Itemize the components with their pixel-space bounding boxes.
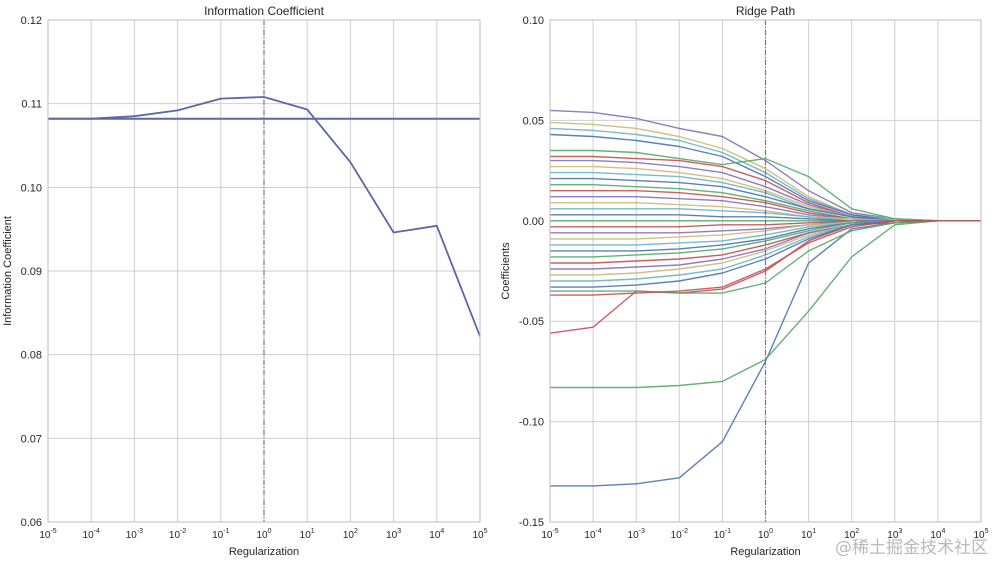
ridge-y-tick-label: 0.10	[523, 15, 544, 27]
ridge-x-tick-label: 105	[973, 528, 988, 541]
ic-x-tick-label: 102	[343, 528, 358, 541]
ic-x-axis-label: Regularization	[229, 546, 299, 558]
ridge-x-axis-label: Regularization	[730, 546, 800, 558]
ridge-x-tick-label: 10-2	[671, 528, 688, 541]
ridge-x-tick-label: 10-3	[628, 528, 645, 541]
ridge-chart: 10-5 10-4 10-3 10-2 10-1 100 101 102 103 104 105 -0…	[500, 4, 989, 558]
ic-chart: 10-5 10-4 10-3 10-2 10-1 100 101 102 103 104 105 0.…	[2, 4, 488, 558]
ic-x-tick-label: 10-5	[39, 528, 56, 541]
ridge-x-tick-label: 10-5	[541, 528, 558, 541]
ic-x-tick-label: 100	[256, 528, 271, 541]
ridge-y-tick-label: 0.05	[523, 115, 544, 127]
ridge-x-tick-label: 102	[844, 528, 859, 541]
ridge-x-tick-label: 103	[887, 528, 902, 541]
ic-y-axis-label: Information Coefficient	[2, 216, 14, 326]
ic-y-tick-label: 0.08	[21, 350, 42, 362]
ic-y-tick-label: 0.07	[21, 433, 42, 445]
ic-x-tick-label: 103	[386, 528, 401, 541]
ridge-x-tick-label: 104	[930, 528, 945, 541]
ridge-series-line	[550, 220, 981, 389]
watermark: @稀土掘金技术社区	[835, 538, 988, 558]
ridge-y-tick-label: -0.05	[519, 316, 544, 328]
ridge-x-tick-label: 10-4	[584, 528, 601, 541]
ic-x-tick-label: 10-1	[212, 528, 229, 541]
ic-x-tick-label: 104	[429, 528, 444, 541]
ridge-series-line	[550, 220, 981, 296]
ridge-y-tick-label: -0.15	[519, 517, 544, 529]
ridge-y-tick-label: -0.10	[519, 417, 544, 429]
ic-y-tick-label: 0.12	[21, 15, 42, 27]
ic-y-tick-label: 0.06	[21, 517, 42, 529]
ridge-series-line	[550, 149, 981, 222]
ic-x-tick-label: 101	[300, 528, 315, 541]
ic-x-tick-label: 10-3	[126, 528, 143, 541]
ridge-frame	[549, 19, 982, 523]
ic-y-tick-label: 0.09	[21, 266, 42, 278]
ic-title: Information Coefficient	[204, 4, 325, 18]
ic-y-tick-label: 0.11	[21, 99, 42, 111]
ic-x-tick-label: 10-2	[169, 528, 186, 541]
ridge-y-axis-label: Coefficients	[500, 242, 512, 300]
ridge-x-tick-label: 100	[758, 528, 773, 541]
ridge-y-tick-label: 0.00	[523, 216, 544, 228]
ridge-x-tick-label: 101	[801, 528, 816, 541]
ridge-title: Ridge Path	[736, 4, 795, 18]
ic-y-tick-label: 0.10	[21, 182, 42, 194]
ic-x-tick-label: 105	[472, 528, 487, 541]
ic-frame	[47, 19, 481, 523]
ridge-x-tick-label: 10-1	[714, 528, 731, 541]
ic-x-tick-label: 10-4	[83, 528, 100, 541]
